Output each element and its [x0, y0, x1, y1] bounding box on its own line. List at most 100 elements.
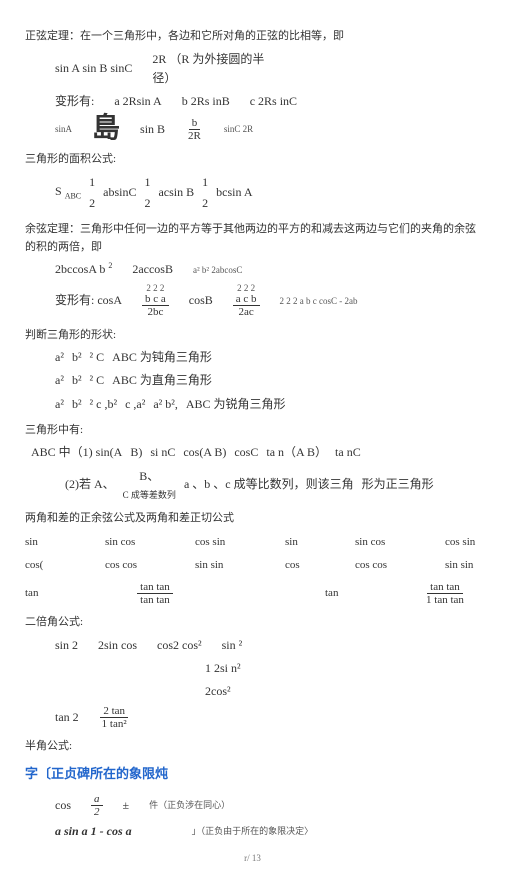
shape-heading: 判断三角形的形状:: [25, 327, 480, 345]
d2: 1 2si n²: [205, 659, 241, 678]
half-tail: 」（正负由于所在的象限决定〉: [192, 824, 314, 838]
hfn: a: [91, 793, 103, 806]
half-pm: ±: [123, 796, 130, 815]
sr1-5: cos sin: [445, 534, 505, 552]
t3b: 2: [202, 194, 208, 213]
l1d: cos(A B): [183, 443, 226, 462]
t2a: 1: [144, 173, 150, 192]
d1a: sin 2: [55, 636, 78, 655]
d1c: cos2 cos²: [157, 636, 202, 655]
l2e: 形为正三角形: [362, 475, 434, 494]
half-bottom: a sin a 1 - cos a 」（正负由于所在的象限决定〉: [55, 822, 480, 841]
dbl-r4: tan 2 2 tan 1 tan²: [55, 705, 480, 730]
tanF2d: 1 tan tan: [423, 594, 467, 606]
dbl-r3: 2cos²: [205, 682, 480, 701]
sr1-4: sin cos: [355, 534, 435, 552]
f2d: 2ac: [236, 306, 257, 318]
f1nsub: 2 2 2: [146, 284, 164, 294]
r1a: a²: [55, 348, 64, 367]
area-term2: 1 2: [144, 173, 150, 213]
shape-r1: a² b² ² C ABC 为钝角三角形: [55, 348, 480, 367]
cos-right: 2 2 2 a b c cosC - 2ab: [280, 294, 358, 308]
t3c: bcsin A: [216, 183, 252, 202]
glyph-4: sinC 2R: [224, 122, 253, 136]
l2c: C 成等差数列: [123, 488, 176, 502]
cos-var-label: 变形有: cosA: [55, 291, 122, 310]
sr1-0: sin: [25, 534, 95, 552]
r3a: a²: [55, 395, 64, 414]
tri-line1: ABC 中（1) sin(A B) si nC cos(A B) cosC ta…: [31, 443, 480, 462]
t1b: 2: [89, 194, 95, 213]
cos-c2: 2accosB: [132, 260, 173, 279]
sine-ratio: sin A sin B sinC: [55, 59, 132, 78]
sine-glyph-row: sinA 島 sin B b 2R sinC 2R: [55, 115, 480, 143]
tan2-frac: 2 tan 1 tan²: [99, 705, 130, 730]
l2d: a 、b 、c 成等比数列，则该三角: [184, 475, 354, 494]
dbl-r2: 1 2si n²: [205, 659, 480, 678]
sr1-1: sin cos: [105, 534, 185, 552]
sine-law-heading: 正弦定理：在一个三角形中，各边和它所对角的正弦的比相等，即: [25, 28, 480, 46]
sum-row1: sin sin cos cos sin sin sin cos cos sin: [25, 534, 480, 552]
sr1-3: sin: [285, 534, 345, 552]
area-heading: 三角形的面积公式:: [25, 151, 480, 169]
half-cosL: cos: [55, 796, 71, 815]
dbl-r1: sin 2 2sin cos cos2 cos² sin ²: [55, 636, 480, 655]
tanF1n: tan tan: [137, 581, 173, 594]
tan-row: tan tan tan tan tan tan tan tan 1 tan ta…: [25, 581, 480, 606]
tan-frac2: tan tan 1 tan tan: [395, 581, 495, 606]
r1t: ABC 为钝角三角形: [112, 348, 212, 367]
cos-frac1: 2 2 2 b c a 2bc: [142, 284, 169, 319]
l2a: (2)若 A、: [65, 475, 115, 494]
frac-den: 2R: [185, 130, 204, 142]
d4d: 1 tan²: [99, 718, 130, 730]
l1b: B): [130, 443, 142, 462]
r3c: ² c ,b²: [90, 395, 118, 414]
l1a: ABC 中（1) sin(A: [31, 443, 122, 462]
half-angle-heading: 半角公式:: [25, 738, 480, 756]
tanM: tan: [325, 585, 385, 603]
l2b: B、: [139, 467, 159, 486]
area-term3: 1 2: [202, 173, 208, 213]
glyph-3: sin B: [140, 120, 165, 139]
sum-row2: cos( cos cos sin sin cos cos cos sin sin: [25, 557, 480, 575]
sr2-3: cos: [285, 557, 345, 575]
sr2-4: cos cos: [355, 557, 435, 575]
d1d: sin ²: [222, 636, 243, 655]
tan-frac1: tan tan tan tan: [105, 581, 205, 606]
f2nsub: 2 2 2: [237, 284, 255, 294]
cos-c3: a² b² 2abcosC: [193, 263, 242, 277]
sr1-2: cos sin: [195, 534, 275, 552]
area-formula: S ABC 1 2 absinC 1 2 acsin B 1 2 bcsin A: [55, 173, 480, 213]
variant-label: 变形有:: [55, 92, 94, 111]
glyph-big: 島: [92, 115, 120, 143]
r1b: b²: [72, 348, 82, 367]
cos-c1: 2bccosA b: [55, 262, 105, 276]
sine-variants: 变形有: a 2Rsin A b 2Rs inB c 2Rs inC: [55, 92, 480, 111]
d4n: 2 tan: [100, 705, 128, 718]
area-S: S: [55, 184, 62, 198]
t2b: 2: [144, 194, 150, 213]
d4a: tan 2: [55, 708, 79, 727]
variant-1: a 2Rsin A: [114, 92, 161, 111]
r2a: a²: [55, 371, 64, 390]
r3t: ABC 为锐角三角形: [186, 395, 286, 414]
f1d: 2bc: [144, 306, 166, 318]
t3a: 1: [202, 173, 208, 192]
r3e: a² b²,: [153, 395, 178, 414]
cos-c1sup: 2: [108, 261, 112, 270]
glyph-1: sinA: [55, 122, 72, 136]
f1n: b c a: [142, 293, 169, 306]
shape-r2: a² b² ² C ABC 为直角三角形: [55, 371, 480, 390]
t1c: absinC: [103, 183, 136, 202]
sr2-1: cos cos: [105, 557, 185, 575]
cosine-top: 2bccosA b 2 2accosB a² b² 2abcosC: [55, 260, 480, 279]
r2b: b²: [72, 371, 82, 390]
sr2-2: sin sin: [195, 557, 275, 575]
sr2-0: cos(: [25, 557, 95, 575]
area-term1: 1 2: [89, 173, 95, 213]
glyph-frac: b 2R: [185, 117, 204, 142]
cos-mid: cosB: [189, 291, 213, 310]
r1c: ² C: [90, 348, 105, 367]
page-number: r/ 13: [25, 851, 480, 865]
r3d: c ,a²: [125, 395, 145, 414]
